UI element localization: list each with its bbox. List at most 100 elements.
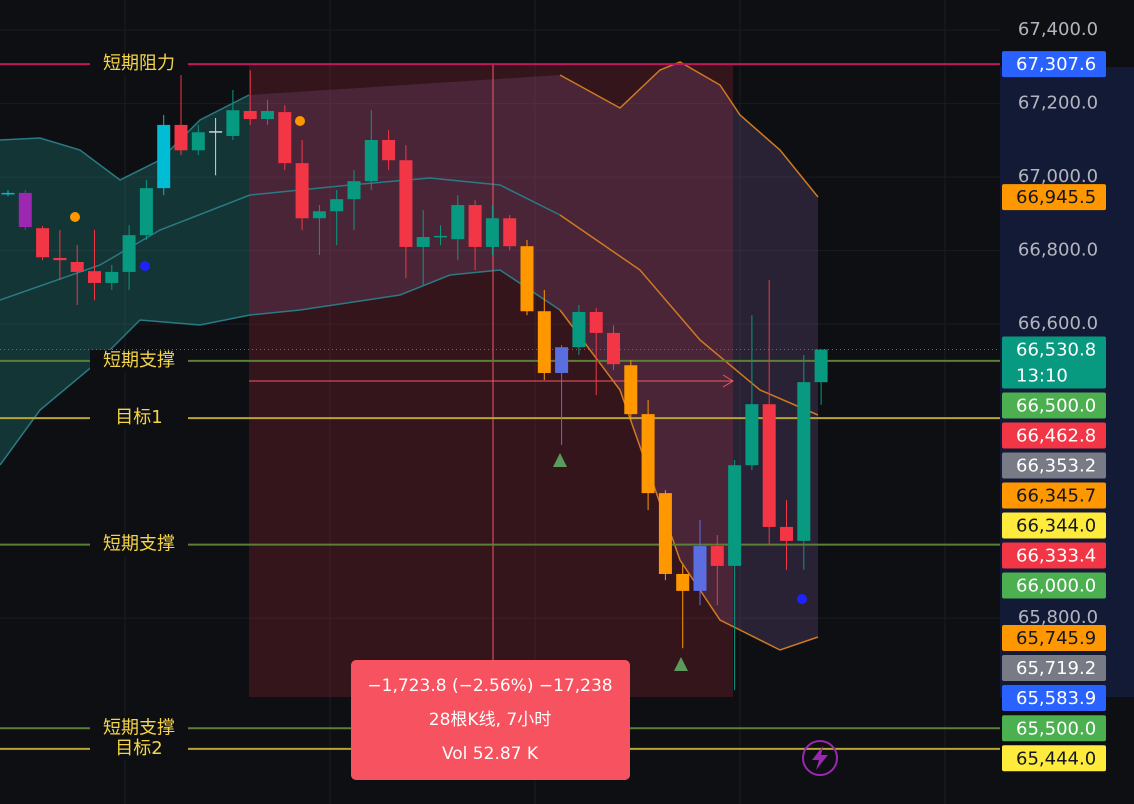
alert-button[interactable] (802, 740, 838, 776)
price-label: 65,719.2 (1016, 658, 1096, 679)
candle-body (382, 140, 396, 161)
candle-body (814, 349, 828, 383)
y-tick-label: 67,000.0 (1018, 166, 1098, 187)
candle-body (710, 546, 724, 566)
price-label: 65,745.9 (1016, 628, 1096, 649)
price-label-box (1002, 422, 1106, 449)
level-label: 目标1 (115, 407, 162, 428)
level-label-bg (90, 407, 188, 430)
tooltip-text: −1,723.8 (−2.56%) −17,238 (367, 676, 612, 696)
level-label-bg (90, 53, 188, 76)
level-label-bg (90, 349, 188, 372)
price-label-box (1002, 684, 1106, 711)
price-label: 66,945.5 (1016, 187, 1096, 208)
candle-body (70, 261, 84, 272)
signal-dot (295, 116, 305, 126)
price-label: 66,500.0 (1016, 396, 1096, 417)
candle-body (139, 188, 153, 236)
candle-body (537, 311, 551, 373)
y-tick-label: 66,800.0 (1018, 240, 1098, 261)
level-label-bg (90, 717, 188, 740)
price-label-box (1002, 572, 1106, 599)
signal-triangle (674, 657, 688, 671)
candle-body (520, 246, 534, 312)
candle-body (728, 465, 742, 566)
candle-body (434, 235, 447, 238)
candle-body (243, 110, 257, 120)
price-label: 66,462.8 (1016, 426, 1096, 447)
candle-body (157, 124, 171, 189)
candle-body (53, 257, 67, 261)
candle-body (797, 382, 811, 541)
candle-body (105, 271, 119, 283)
candle-body (295, 163, 309, 219)
candle-body (780, 526, 793, 541)
price-label-box (1002, 336, 1106, 389)
y-tick-label: 66,600.0 (1018, 313, 1098, 334)
y-tick-label: 65,800.0 (1018, 607, 1098, 628)
price-label: 66,333.4 (1016, 546, 1096, 567)
candle-body (416, 237, 430, 247)
candle-body (451, 205, 465, 240)
candle-body (485, 218, 499, 247)
price-label-box (1002, 715, 1106, 742)
band-middle (559, 214, 819, 416)
band-lower (0, 269, 561, 466)
signal-dot (797, 594, 807, 604)
y-tick-label: 67,200.0 (1018, 93, 1098, 114)
candle-body (226, 110, 240, 136)
price-label-box (1002, 542, 1106, 569)
price-label: 66,345.7 (1016, 486, 1096, 507)
level-label-bg (90, 737, 188, 760)
measure-arrow-head (722, 374, 734, 388)
price-label: 66,344.0 (1016, 516, 1096, 537)
candle-body (347, 181, 361, 200)
level-label-bg (90, 533, 188, 556)
price-label: 66,530.8 (1016, 340, 1096, 361)
candle-body (676, 573, 690, 591)
price-label-box (1002, 184, 1106, 211)
candle-body (468, 205, 482, 247)
candle-body (399, 160, 413, 247)
signal-triangle (553, 453, 567, 467)
price-label-box (1002, 482, 1106, 509)
candle-body (122, 235, 136, 272)
level-label: 目标2 (115, 738, 162, 759)
candle-body (762, 404, 776, 527)
price-label-box (1002, 512, 1106, 539)
price-label: 67,307.6 (1016, 54, 1096, 75)
candle-body (18, 192, 32, 228)
price-label-box (1002, 745, 1106, 772)
candle-body (658, 493, 672, 574)
y-tick-label: 67,400.0 (1018, 19, 1098, 40)
band-fill (249, 62, 818, 650)
price-label: 65,583.9 (1016, 688, 1096, 709)
candle-body (209, 131, 223, 133)
measure-tooltip: −1,723.8 (−2.56%) −17,238 28根K线, 7小时 Vol… (351, 660, 630, 780)
price-label: 65,500.0 (1016, 718, 1096, 739)
signal-dot (140, 261, 150, 271)
candle-body (503, 218, 517, 247)
price-label-box (1002, 452, 1106, 479)
price-label: 66,000.0 (1016, 576, 1096, 597)
price-label-box (1002, 51, 1106, 78)
tooltip-text: Vol 52.87 K (442, 744, 539, 764)
band-upper (559, 61, 819, 198)
candle-body (330, 199, 344, 212)
candle-body (312, 211, 326, 219)
countdown: 13:10 (1016, 366, 1068, 387)
band-fill (0, 95, 249, 465)
candle-body (572, 311, 586, 348)
tooltip-box (351, 660, 630, 780)
signal-dot (70, 212, 80, 222)
candle-body (641, 414, 655, 494)
candle-body (174, 124, 188, 151)
candle-body (364, 140, 378, 182)
tooltip-text: 28根K线, 7小时 (429, 710, 551, 730)
price-label-box (1002, 654, 1106, 681)
alert-icon (812, 746, 828, 770)
candle-body (624, 365, 638, 415)
level-label: 短期支撑 (103, 350, 175, 371)
level-label: 短期支撑 (103, 717, 175, 738)
